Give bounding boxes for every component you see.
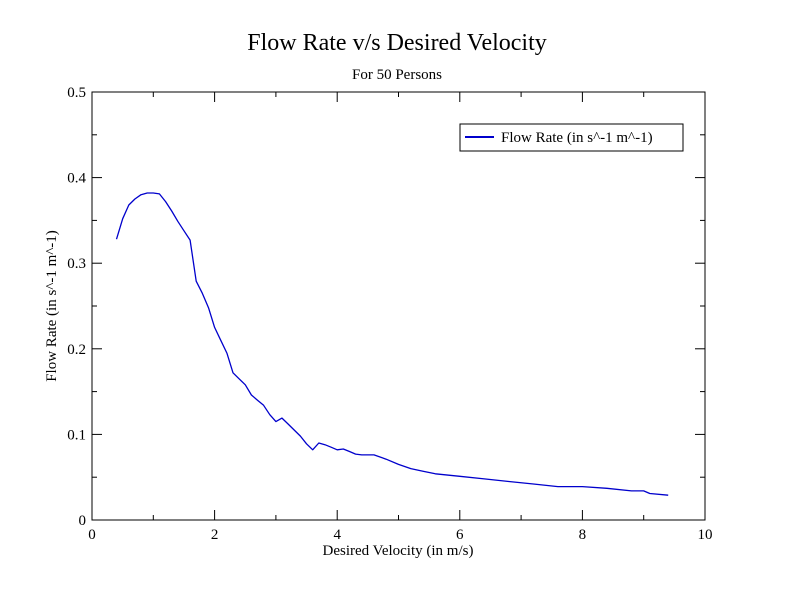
x-tick-label: 4 xyxy=(333,527,341,543)
x-tick-label: 6 xyxy=(456,527,464,543)
plot-frame xyxy=(91,91,706,521)
x-tick-label: 2 xyxy=(211,527,219,543)
chart-title: Flow Rate v/s Desired Velocity xyxy=(247,30,547,56)
x-axis-label: Desired Velocity (in m/s) xyxy=(323,543,474,559)
y-tick-label: 0.1 xyxy=(67,427,86,443)
y-tick-label: 0.2 xyxy=(67,342,86,358)
axis-ticks xyxy=(91,91,706,521)
y-tick-label: 0.4 xyxy=(67,171,86,187)
y-tick-label: 0.5 xyxy=(67,85,86,101)
series-line xyxy=(115,192,669,496)
legend: Flow Rate (in s^-1 m^-1) xyxy=(459,123,684,152)
x-tick-label: 8 xyxy=(579,527,587,543)
chart-subtitle: For 50 Persons xyxy=(352,67,442,83)
x-tick-labels: 0 2 4 6 8 10 xyxy=(88,527,712,543)
y-tick-label: 0 xyxy=(79,513,87,529)
series-group xyxy=(115,192,669,496)
y-tick-label: 0.3 xyxy=(67,256,86,272)
legend-entry: Flow Rate (in s^-1 m^-1) xyxy=(501,130,653,146)
y-tick-labels: 0 0.1 0.2 0.3 0.4 0.5 xyxy=(67,85,86,529)
y-axis-label: Flow Rate (in s^-1 m^-1) xyxy=(44,230,60,382)
legend-box xyxy=(459,123,684,152)
x-tick-label: 0 xyxy=(88,527,96,543)
x-tick-label: 10 xyxy=(698,527,713,543)
